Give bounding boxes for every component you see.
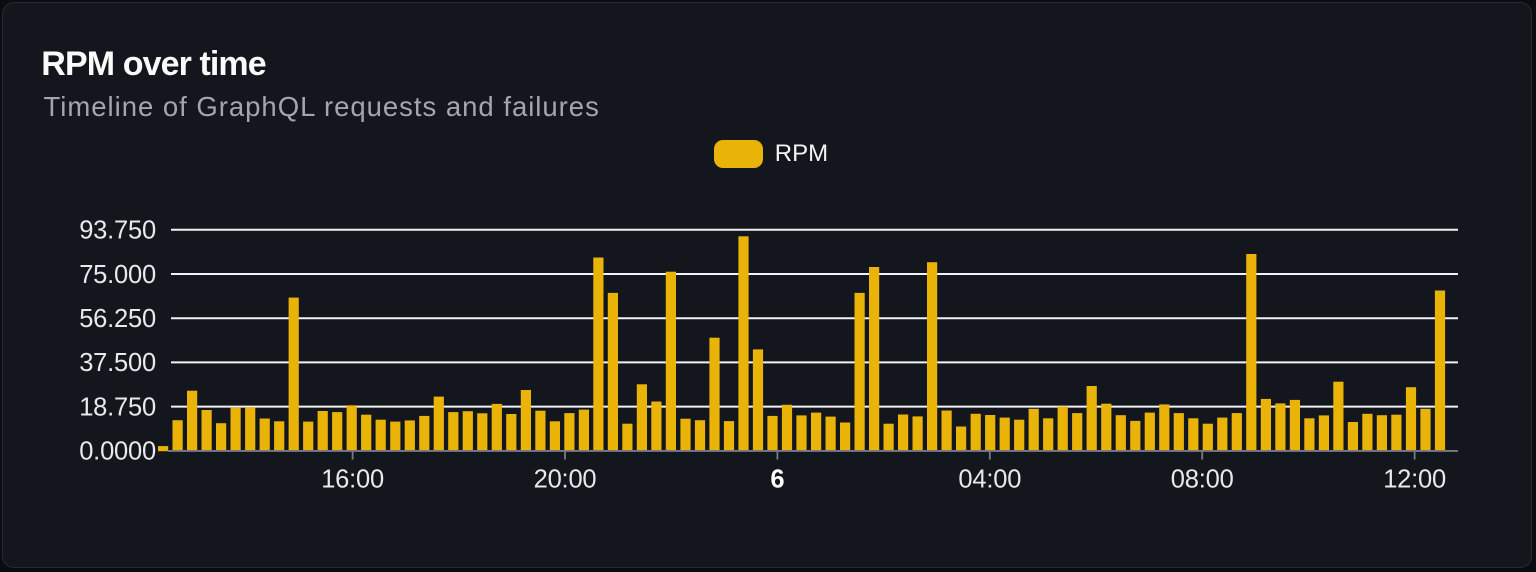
svg-text:16:00: 16:00 [321,466,384,494]
svg-text:75.000: 75.000 [79,261,156,289]
svg-text:18.750: 18.750 [79,393,156,421]
svg-text:04:00: 04:00 [958,466,1021,494]
svg-text:08:00: 08:00 [1171,466,1234,494]
svg-text:93.750: 93.750 [79,217,156,245]
svg-text:20:00: 20:00 [534,466,597,494]
svg-text:12:00: 12:00 [1383,466,1446,494]
svg-text:6: 6 [770,466,784,494]
svg-text:0.0000: 0.0000 [79,438,156,466]
svg-text:56.250: 56.250 [79,305,156,333]
svg-text:37.500: 37.500 [79,349,156,377]
